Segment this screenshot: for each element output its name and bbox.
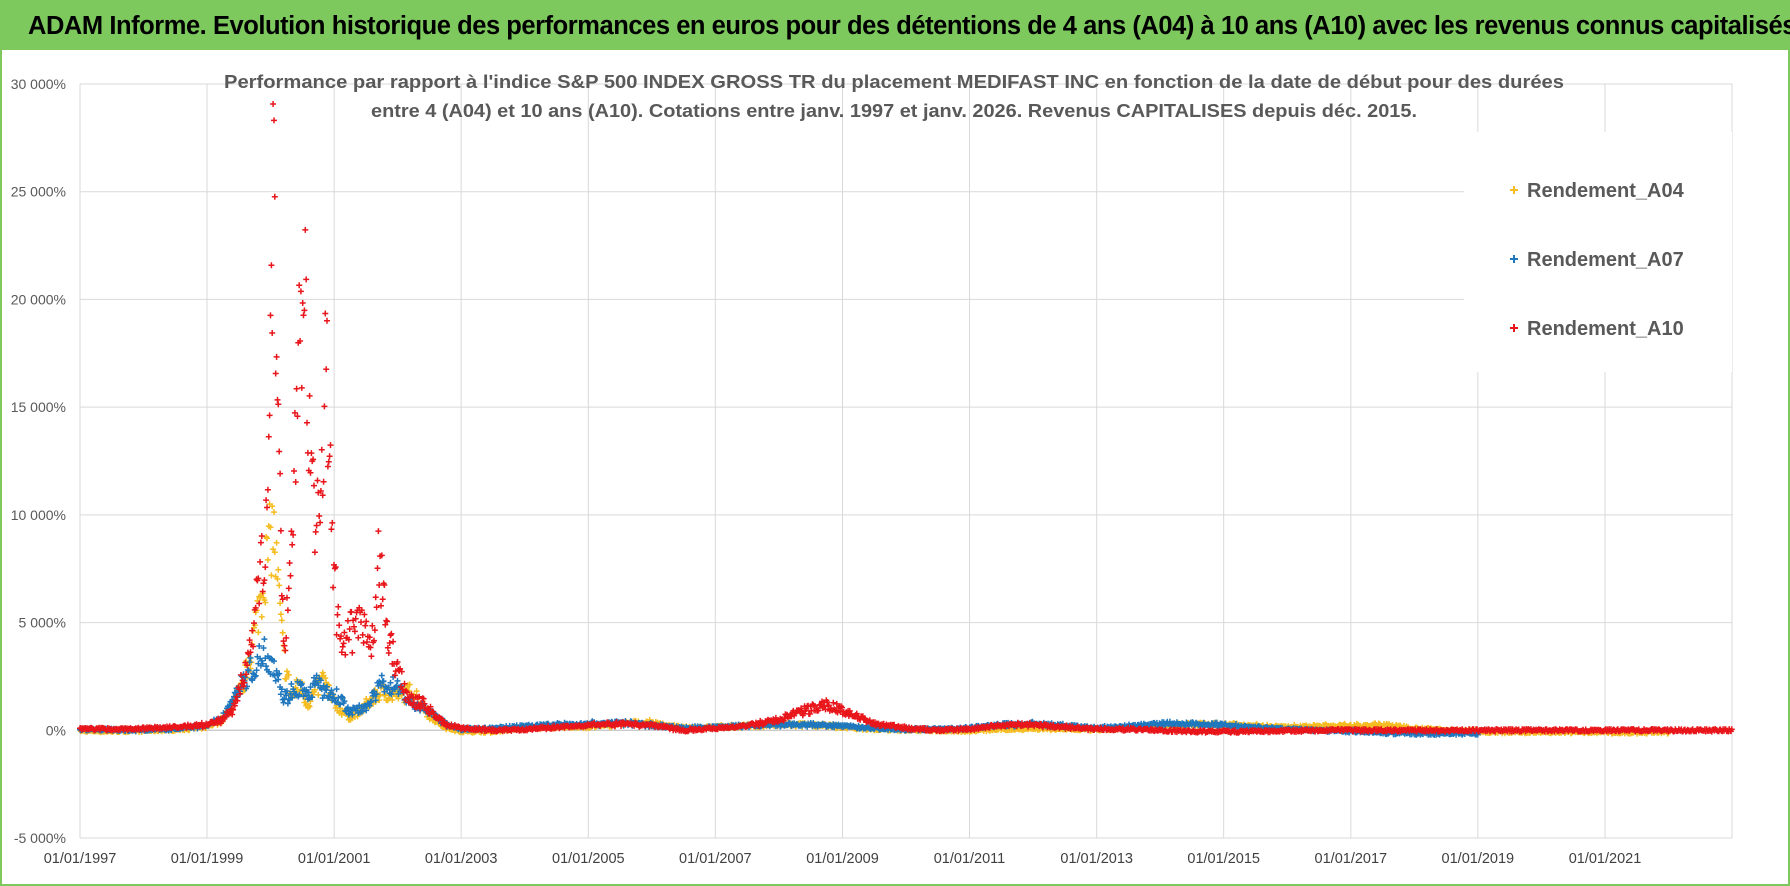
y-axis-ticks: 30 000% 25 000% 20 000% 15 000% 10 000% 5 000… [11, 76, 66, 846]
y-tick-label: 10 000% [11, 507, 66, 523]
legend-marker [1510, 255, 1518, 263]
x-tick-label: 01/01/1997 [44, 851, 117, 867]
series-Rendement_A10 [77, 101, 1735, 736]
y-tick-label: 20 000% [11, 291, 66, 307]
x-tick-label: 01/01/1999 [171, 851, 244, 867]
series-Rendement_A04 [77, 501, 1672, 737]
legend-marker [1510, 324, 1518, 332]
x-tick-label: 01/01/2007 [679, 851, 752, 867]
x-tick-label: 01/01/2001 [298, 851, 371, 867]
x-tick-label: 01/01/2021 [1569, 851, 1642, 867]
series-markers [77, 101, 1735, 736]
y-tick-label: 30 000% [11, 76, 66, 92]
y-tick-label: 15 000% [11, 399, 66, 415]
report-banner: ADAM Informe. Evolution historique des p… [2, 2, 1790, 50]
chart-title-line1: Performance par rapport à l'indice S&P 5… [224, 72, 1564, 92]
y-tick-label: 25 000% [11, 184, 66, 200]
y-tick-label: 0% [46, 722, 66, 738]
x-tick-label: 01/01/2013 [1060, 851, 1133, 867]
x-axis-ticks: 01/01/1997 01/01/1999 01/01/2001 01/01/2003… [44, 851, 1642, 867]
data-points [77, 101, 1735, 738]
x-tick-label: 01/01/2015 [1187, 851, 1260, 867]
x-tick-label: 01/01/2009 [806, 851, 879, 867]
banner-title: ADAM Informe. Evolution historique des p… [28, 11, 1790, 40]
legend-marker [1510, 186, 1518, 194]
x-tick-label: 01/01/2003 [425, 851, 498, 867]
legend-box [1464, 132, 1732, 372]
legend: Rendement_A04 Rendement_A07 Rendement_A10 [1464, 132, 1732, 372]
legend-label: Rendement_A10 [1527, 318, 1684, 340]
chart-title-line2: entre 4 (A04) et 10 ans (A10). Cotations… [371, 101, 1417, 121]
performance-chart: 30 000% 25 000% 20 000% 15 000% 10 000% 5 000… [11, 72, 1735, 867]
x-tick-label: 01/01/2019 [1442, 851, 1515, 867]
x-tick-label: 01/01/2011 [934, 851, 1006, 867]
y-tick-label: 5 000% [19, 615, 66, 631]
x-tick-label: 01/01/2017 [1315, 851, 1388, 867]
legend-label: Rendement_A04 [1527, 180, 1685, 202]
legend-label: Rendement_A07 [1527, 249, 1684, 271]
y-tick-label: -5 000% [14, 830, 66, 846]
x-tick-label: 01/01/2005 [552, 851, 625, 867]
series-markers [77, 501, 1672, 737]
